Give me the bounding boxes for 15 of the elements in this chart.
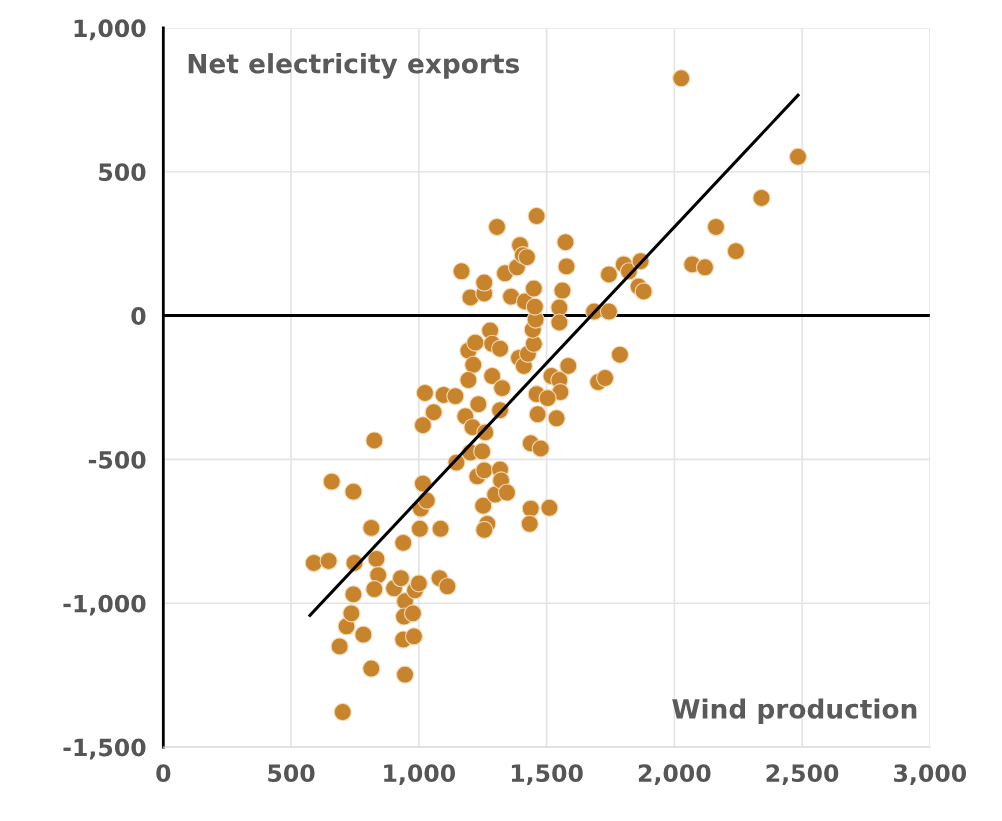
y-tick-label: 500 (99, 163, 146, 182)
y-tick-label: 0 (131, 307, 146, 325)
x-tick-label: 2,500 (766, 764, 839, 786)
x-tick-label: 1,500 (511, 764, 583, 786)
y-axis-title: Net electricity exports (188, 53, 519, 79)
x-tick-label: 2,000 (638, 764, 711, 786)
y-tick-label: -1,500 (63, 738, 146, 760)
y-tick-label: -500 (88, 450, 146, 469)
x-tick-label: 500 (268, 764, 315, 783)
x-tick-label: 1,000 (384, 764, 456, 786)
y-tick-label: -1,000 (63, 594, 146, 616)
x-axis-title: Wind production (672, 698, 917, 724)
x-tick-label: 3,000 (894, 764, 967, 786)
x-tick-label: 0 (156, 764, 171, 783)
y-tick-label: 1,000 (74, 19, 146, 41)
